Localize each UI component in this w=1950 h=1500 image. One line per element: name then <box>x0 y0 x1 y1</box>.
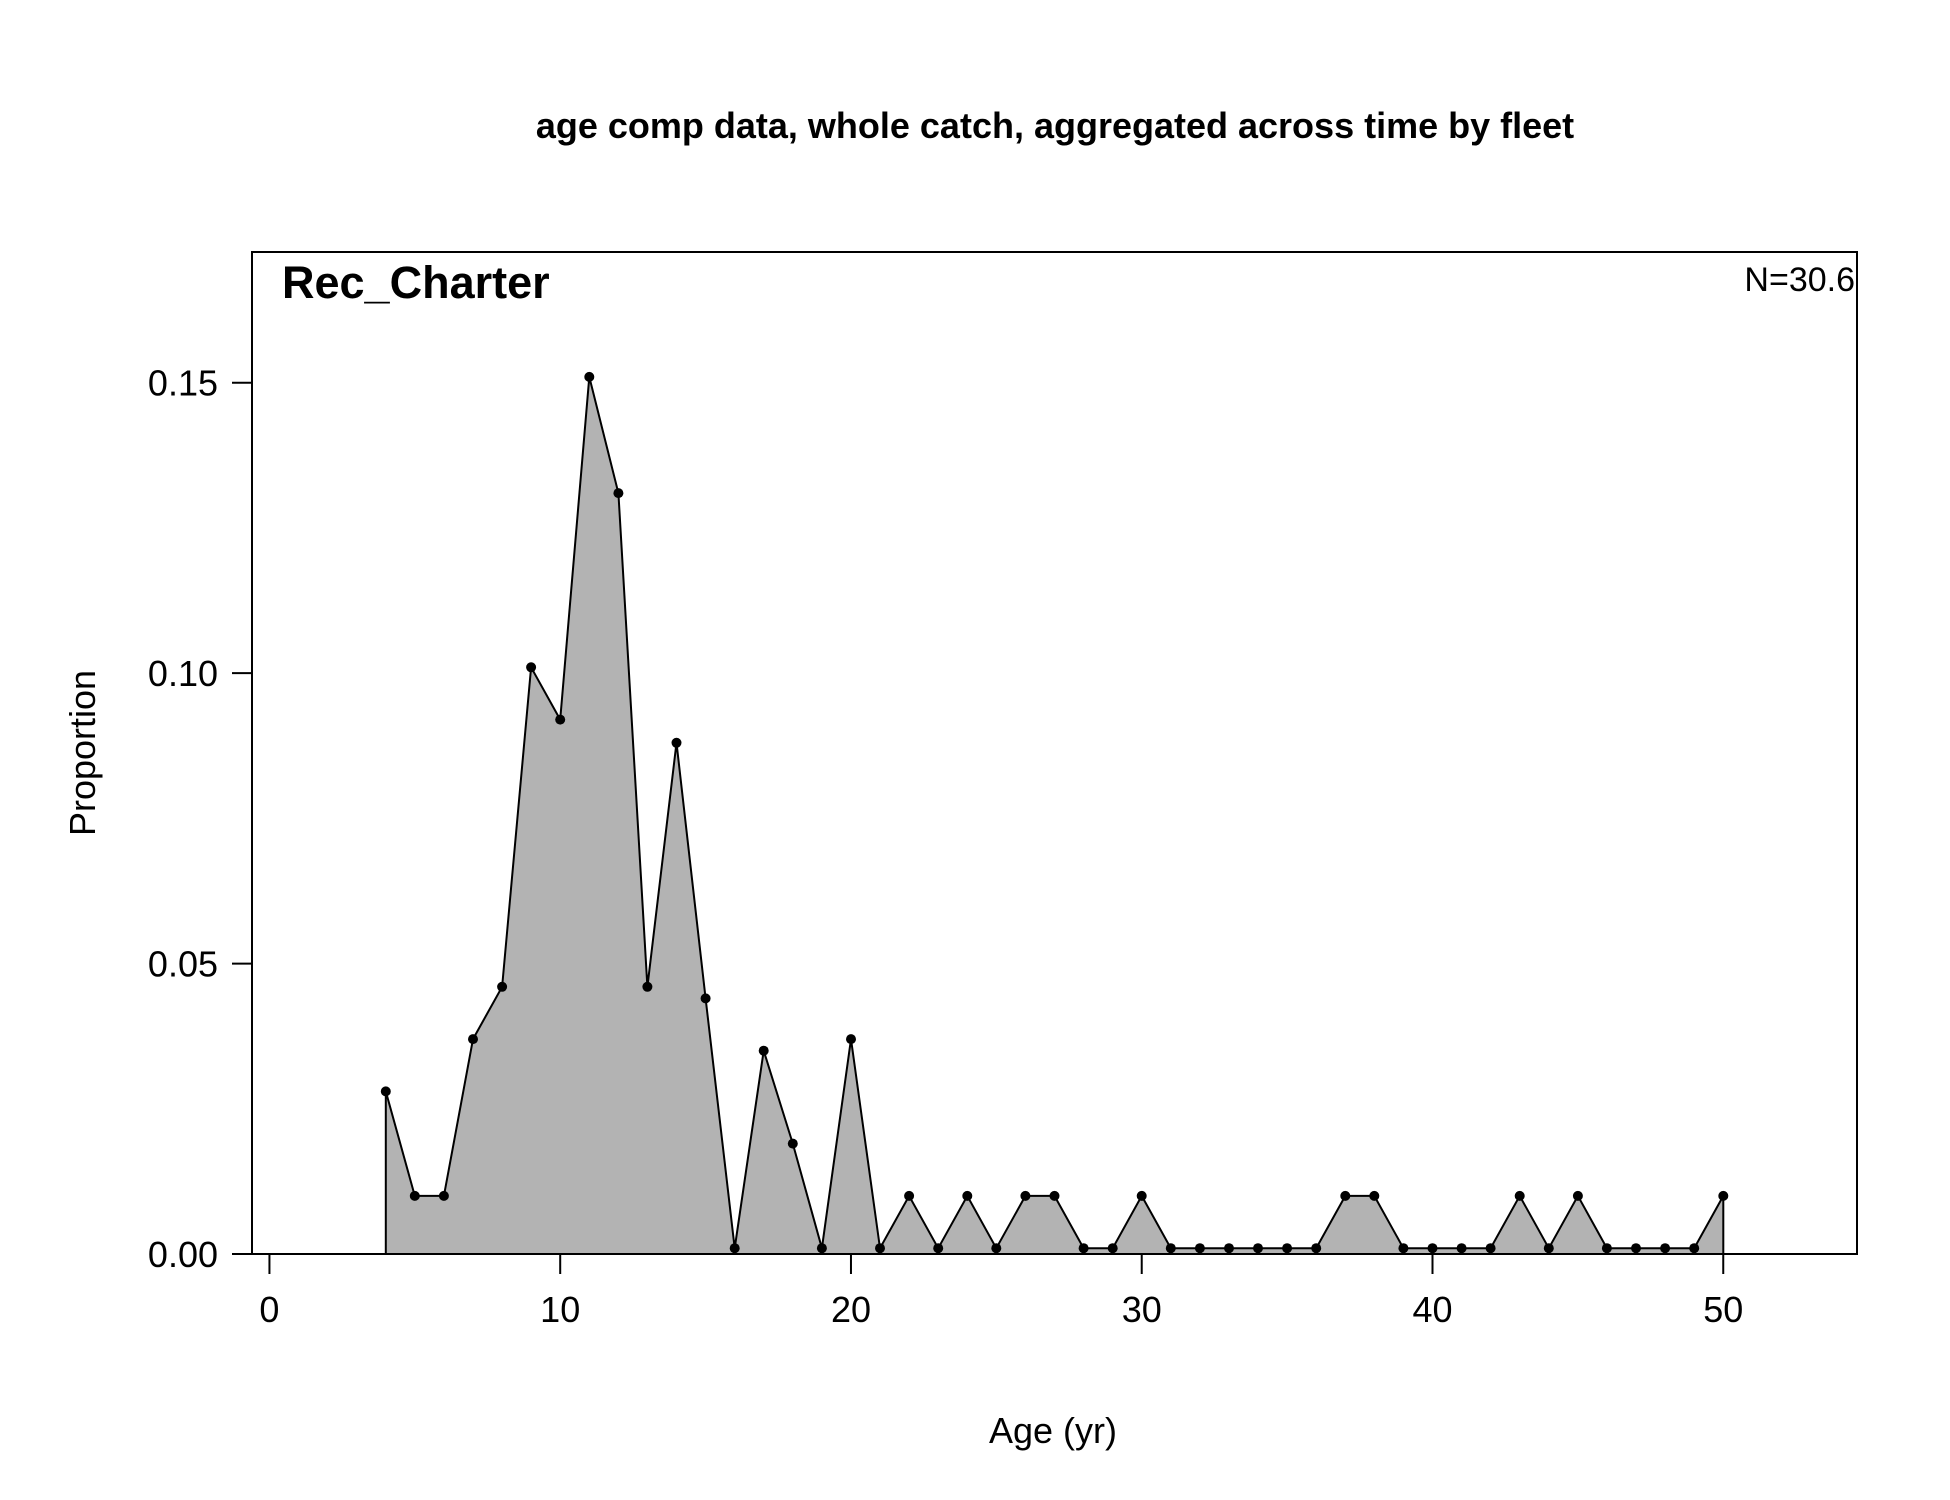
data-point <box>991 1243 1002 1254</box>
data-point <box>1543 1243 1554 1254</box>
data-point <box>584 371 595 382</box>
x-tick-label: 30 <box>1122 1289 1162 1330</box>
data-point <box>526 662 537 673</box>
data-point <box>1107 1243 1118 1254</box>
data-point <box>1049 1190 1060 1201</box>
data-point <box>642 981 653 992</box>
data-point <box>1282 1243 1293 1254</box>
panel-label: Rec_Charter <box>282 257 550 308</box>
data-point <box>1456 1243 1467 1254</box>
x-tick-label: 50 <box>1703 1289 1743 1330</box>
n-label: N=30.6 <box>1744 261 1855 299</box>
data-point <box>933 1243 944 1254</box>
y-tick-label: 0.10 <box>148 653 218 694</box>
data-point <box>1194 1243 1205 1254</box>
data-point <box>671 737 682 748</box>
y-tick-label: 0.00 <box>148 1234 218 1275</box>
data-point <box>846 1034 856 1045</box>
data-point <box>380 1086 391 1097</box>
data-point <box>1718 1190 1729 1201</box>
data-point <box>1078 1243 1089 1254</box>
data-point <box>1020 1190 1031 1201</box>
data-point <box>787 1138 798 1149</box>
data-point <box>1427 1243 1438 1254</box>
data-point <box>1485 1243 1496 1254</box>
data-point <box>1224 1243 1234 1254</box>
chart-title: age comp data, whole catch, aggregated a… <box>536 105 1574 146</box>
data-point <box>1601 1243 1612 1254</box>
data-point <box>1369 1190 1380 1201</box>
data-point <box>613 488 624 499</box>
data-point <box>1572 1190 1583 1201</box>
data-point <box>1340 1190 1351 1201</box>
area-layer <box>384 376 1725 1254</box>
data-point <box>468 1034 478 1045</box>
data-point <box>875 1243 885 1254</box>
data-point <box>555 714 566 725</box>
data-point <box>438 1190 449 1201</box>
y-tick-label: 0.15 <box>148 363 218 404</box>
data-point <box>409 1190 420 1201</box>
data-point <box>904 1190 915 1201</box>
x-axis: 0 10 20 30 40 50 <box>259 1253 1743 1330</box>
data-point <box>1514 1190 1525 1201</box>
y-tick-label: 0.05 <box>148 944 218 985</box>
points-layer <box>380 371 1729 1254</box>
data-point <box>1136 1190 1147 1201</box>
data-point <box>497 981 508 992</box>
data-point <box>816 1243 827 1254</box>
data-point <box>1689 1243 1700 1254</box>
data-point <box>1631 1243 1641 1254</box>
x-tick-label: 0 <box>259 1289 279 1330</box>
y-axis: 0.00 0.05 0.10 0.15 <box>148 363 253 1275</box>
series-area <box>385 376 1724 1254</box>
x-tick-label: 20 <box>831 1289 871 1330</box>
data-point <box>729 1243 740 1254</box>
data-point <box>1253 1243 1263 1254</box>
data-point <box>1165 1243 1176 1254</box>
x-tick-label: 10 <box>540 1289 580 1330</box>
data-point <box>758 1045 769 1056</box>
data-point <box>1398 1243 1409 1254</box>
data-point <box>1311 1243 1322 1254</box>
x-axis-label: Age (yr) <box>989 1410 1117 1451</box>
data-point <box>700 993 711 1004</box>
data-point <box>1660 1243 1671 1254</box>
y-axis-label: Proportion <box>62 670 103 836</box>
data-point <box>962 1190 973 1201</box>
x-tick-label: 40 <box>1412 1289 1452 1330</box>
